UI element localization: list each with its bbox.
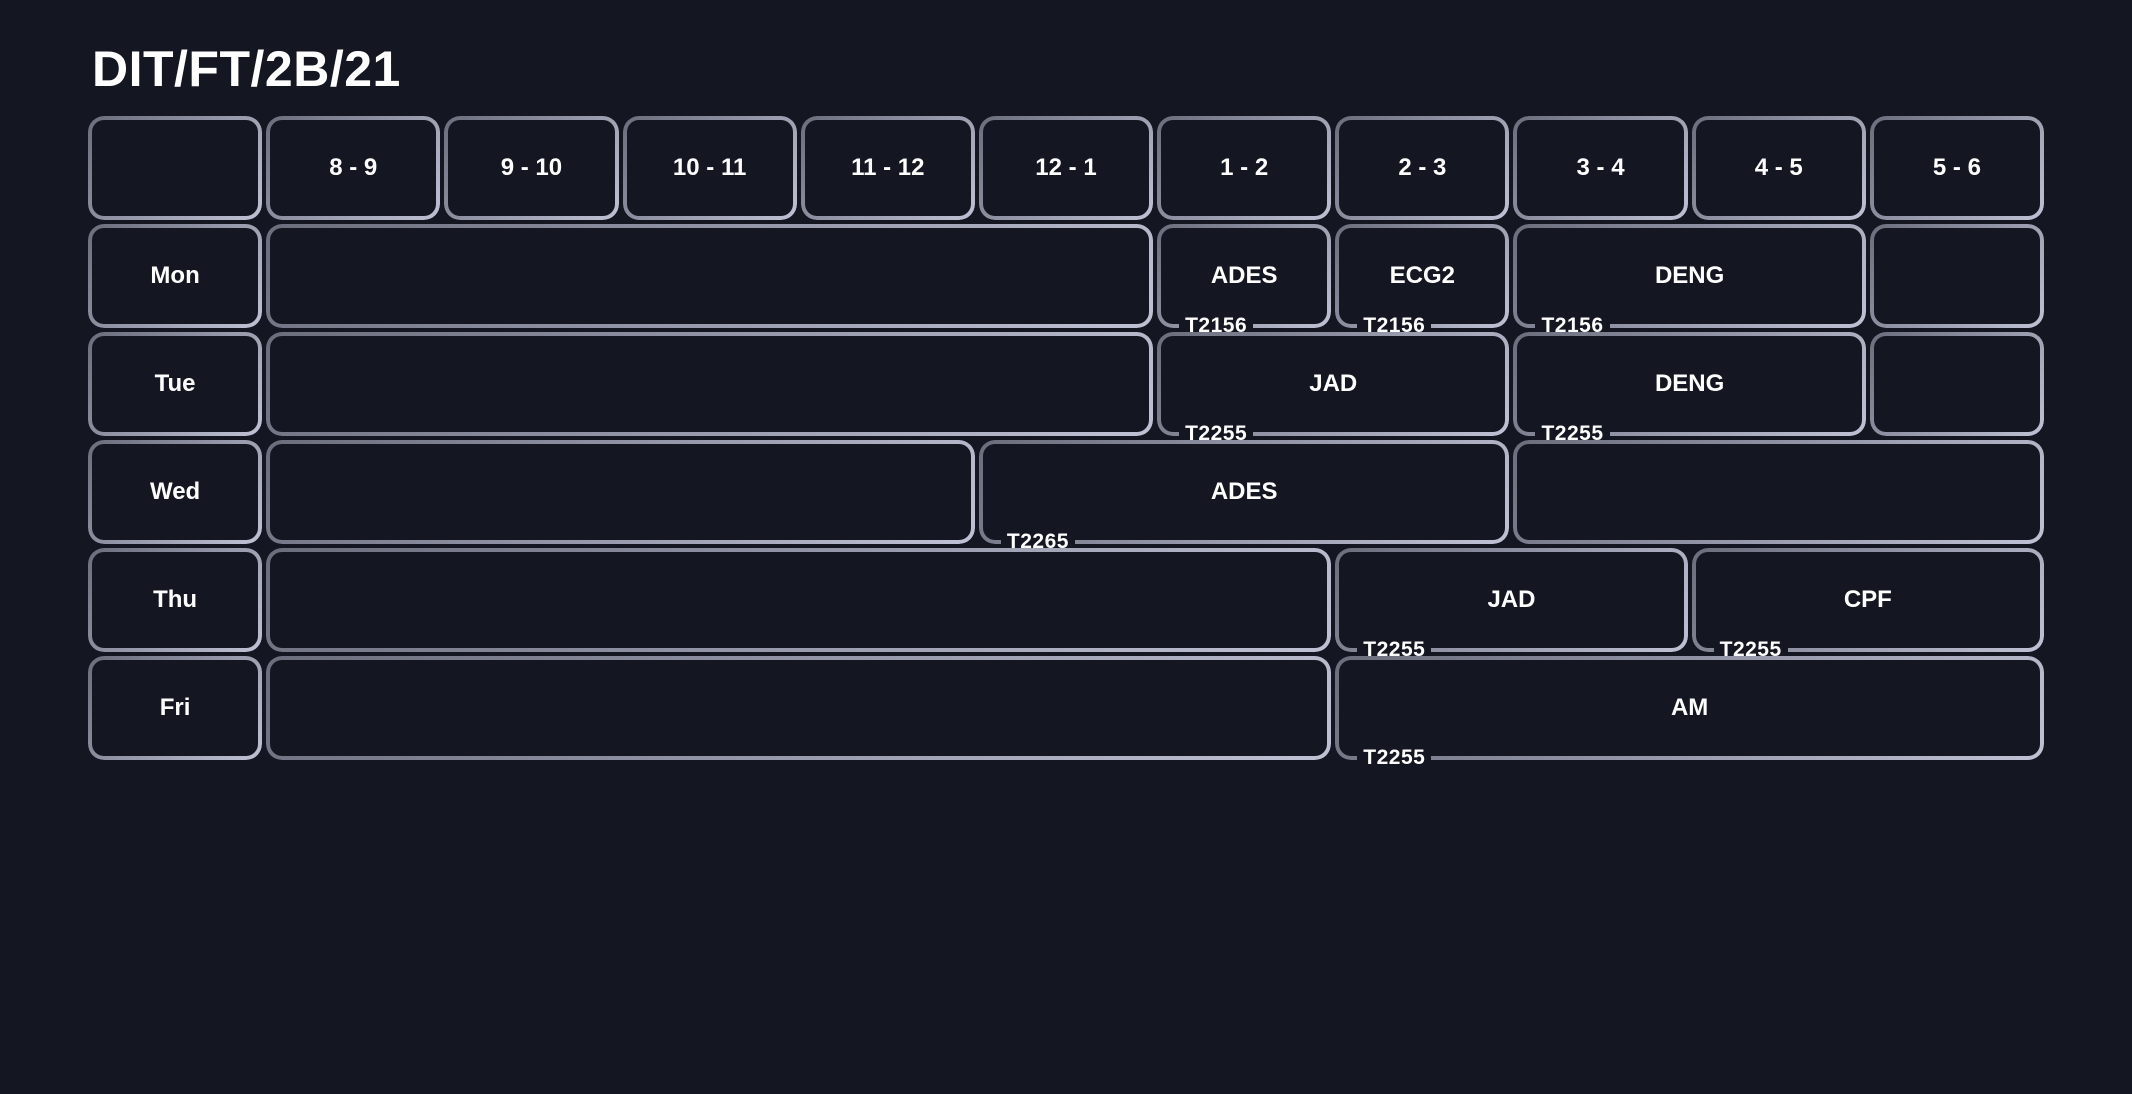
empty-block-fri-0 [270, 660, 1327, 756]
empty-block-thu-0 [270, 552, 1327, 648]
time-header-7-label: 3 - 4 [1577, 154, 1625, 182]
day-header-wed: Wed [92, 444, 258, 540]
empty-block-wed-0 [270, 444, 971, 540]
time-header-4: 12 - 1 [983, 120, 1149, 216]
class-block-mon-ades-label: ADES [1211, 262, 1278, 290]
empty-block-wed-2 [1517, 444, 2040, 540]
time-header-0: 8 - 9 [270, 120, 436, 216]
time-header-8: 4 - 5 [1696, 120, 1862, 216]
class-block-thu-cpf-label: CPF [1844, 586, 1892, 614]
class-block-mon-ades[interactable]: ADEST2156 [1161, 228, 1327, 324]
class-block-wed-ades[interactable]: ADEST2265 [983, 444, 1506, 540]
time-header-6: 2 - 3 [1339, 120, 1505, 216]
day-header-mon-label: Mon [150, 262, 199, 290]
time-header-3-label: 11 - 12 [851, 154, 924, 182]
class-block-wed-ades-room: T2265 [1001, 530, 1075, 554]
class-block-mon-deng-room: T2156 [1535, 314, 1609, 338]
day-header-thu-label: Thu [153, 586, 197, 614]
page-title: DIT/FT/2B/21 [92, 40, 2040, 98]
header-blank [92, 120, 258, 216]
class-block-fri-am-label: AM [1671, 694, 1708, 722]
class-block-mon-ades-room: T2156 [1179, 314, 1253, 338]
class-block-tue-deng[interactable]: DENGT2255 [1517, 336, 1861, 432]
class-block-tue-jad-room: T2255 [1179, 422, 1253, 446]
class-block-mon-ecg2-label: ECG2 [1390, 262, 1455, 290]
class-block-mon-deng[interactable]: DENGT2156 [1517, 228, 1861, 324]
class-block-wed-ades-label: ADES [1211, 478, 1278, 506]
time-header-2-label: 10 - 11 [673, 154, 746, 182]
day-header-mon: Mon [92, 228, 258, 324]
class-block-tue-deng-label: DENG [1655, 370, 1724, 398]
time-header-5-label: 1 - 2 [1220, 154, 1268, 182]
class-block-thu-jad-label: JAD [1487, 586, 1535, 614]
time-header-7: 3 - 4 [1517, 120, 1683, 216]
class-block-tue-deng-room: T2255 [1535, 422, 1609, 446]
day-header-wed-label: Wed [150, 478, 200, 506]
time-header-2: 10 - 11 [627, 120, 793, 216]
class-block-mon-deng-label: DENG [1655, 262, 1724, 290]
timetable-grid: 8 - 9 9 - 10 10 - 11 11 - 12 12 - 1 1 - 2 2 - … [92, 120, 2040, 756]
time-header-6-label: 2 - 3 [1398, 154, 1446, 182]
day-header-tue: Tue [92, 336, 258, 432]
day-header-fri: Fri [92, 660, 258, 756]
class-block-thu-cpf[interactable]: CPFT2255 [1696, 552, 2040, 648]
day-header-fri-label: Fri [160, 694, 191, 722]
time-header-0-label: 8 - 9 [329, 154, 377, 182]
time-header-5: 1 - 2 [1161, 120, 1327, 216]
day-header-thu: Thu [92, 552, 258, 648]
class-block-tue-jad[interactable]: JADT2255 [1161, 336, 1505, 432]
class-block-thu-jad[interactable]: JADT2255 [1339, 552, 1683, 648]
empty-block-mon-0 [270, 228, 1149, 324]
class-block-thu-jad-room: T2255 [1357, 638, 1431, 662]
time-header-4-label: 12 - 1 [1035, 154, 1096, 182]
class-block-mon-ecg2[interactable]: ECG2T2156 [1339, 228, 1505, 324]
time-header-9-label: 5 - 6 [1933, 154, 1981, 182]
day-header-tue-label: Tue [155, 370, 196, 398]
empty-block-tue-0 [270, 336, 1149, 432]
time-header-8-label: 4 - 5 [1755, 154, 1803, 182]
class-block-thu-cpf-room: T2255 [1714, 638, 1788, 662]
time-header-9: 5 - 6 [1874, 120, 2040, 216]
class-block-fri-am[interactable]: AMT2255 [1339, 660, 2040, 756]
class-block-fri-am-room: T2255 [1357, 746, 1431, 770]
class-block-tue-jad-label: JAD [1309, 370, 1357, 398]
time-header-1-label: 9 - 10 [501, 154, 562, 182]
class-block-mon-ecg2-room: T2156 [1357, 314, 1431, 338]
empty-block-tue-3 [1874, 336, 2040, 432]
time-header-3: 11 - 12 [805, 120, 971, 216]
empty-block-mon-4 [1874, 228, 2040, 324]
time-header-1: 9 - 10 [448, 120, 614, 216]
